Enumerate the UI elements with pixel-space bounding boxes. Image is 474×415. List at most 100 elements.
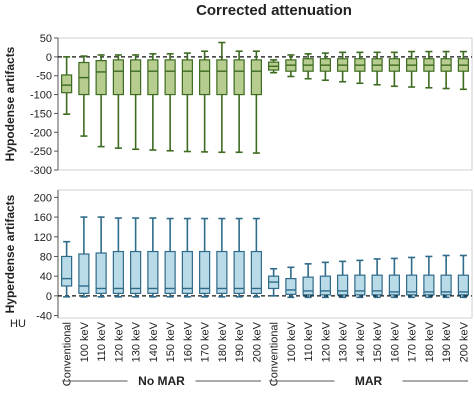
box-1-5: [354, 51, 366, 85]
box-iqr: [164, 250, 176, 294]
box-0-6: [164, 53, 176, 152]
y-tick-label: -300: [30, 165, 52, 177]
category-label: 110 keV: [96, 321, 108, 361]
box-1-11: [457, 50, 469, 91]
category-label: Conventional: [269, 322, 281, 386]
y-tick-label: 0: [46, 291, 52, 303]
box-0-1: [78, 216, 90, 298]
category-label: 180 keV: [424, 321, 436, 362]
box-iqr: [164, 59, 176, 96]
box-0-9: [216, 41, 228, 154]
box-0-8: [199, 50, 211, 153]
category-label: 190 keV: [441, 321, 453, 362]
category-label: 140 keV: [355, 321, 367, 362]
plot-frame: [57, 37, 473, 171]
box-iqr: [285, 278, 297, 295]
group-labels: No MAR MAR: [62, 374, 468, 388]
y-axis-label: Hyperdense artifacts: [3, 194, 17, 313]
category-labels: Conventional 100 keV 110 keV 120 keV 130 keV…: [62, 321, 471, 386]
box-iqr: [354, 274, 366, 296]
box-1-5: [354, 259, 366, 299]
box-0-9: [216, 217, 228, 298]
box-0-10: [233, 50, 245, 154]
box-0-11: [250, 217, 262, 298]
category-label: 200 keV: [458, 321, 470, 362]
box-0-0: [61, 56, 73, 115]
y-tick-label: 50: [40, 33, 52, 45]
box-iqr: [147, 250, 159, 294]
box-0-3: [112, 217, 124, 298]
box-0-7: [181, 217, 193, 298]
box-1-6: [371, 258, 383, 299]
box-iqr: [440, 274, 452, 296]
group-label: MAR: [355, 374, 383, 388]
y-tick-label: 200: [34, 192, 52, 204]
y-axis-label: Hypodense artifacts: [3, 46, 17, 161]
box-iqr: [112, 250, 124, 294]
box-0-2: [95, 216, 107, 298]
y-tick-label: 80: [40, 251, 52, 263]
box-1-0: [268, 59, 280, 74]
box-iqr: [130, 250, 142, 294]
box-iqr: [78, 253, 90, 294]
box-0-10: [233, 217, 245, 298]
category-label: 160 keV: [389, 321, 401, 362]
y-tick-label: -150: [30, 108, 52, 120]
box-0-8: [199, 217, 211, 298]
box-0-6: [164, 217, 176, 298]
box-iqr: [337, 274, 349, 296]
box-1-1: [285, 54, 297, 78]
box-1-10: [440, 254, 452, 299]
box-iqr: [95, 60, 107, 96]
box-iqr: [78, 61, 90, 96]
box-1-11: [457, 254, 469, 299]
box-0-2: [95, 54, 107, 148]
category-label: 150 keV: [372, 321, 384, 362]
category-label: 120 keV: [113, 321, 125, 362]
box-1-3: [319, 52, 331, 82]
hyperdense-panel: 200 160 120 80 40 0 -40 Hyperdense artifacts: [3, 189, 473, 323]
box-iqr: [61, 74, 73, 94]
box-0-4: [130, 217, 142, 298]
category-label: 160 keV: [182, 321, 194, 362]
category-label: Conventional: [62, 322, 74, 386]
y-tick-label: -200: [30, 127, 52, 139]
category-label: 100 keV: [286, 321, 298, 362]
box-0-11: [250, 50, 262, 154]
group-label: No MAR: [138, 374, 185, 388]
box-1-7: [388, 257, 400, 299]
box-iqr: [216, 250, 228, 294]
category-label: 140 keV: [148, 321, 160, 362]
box-iqr: [250, 250, 262, 294]
y-tick-label: -50: [36, 71, 52, 83]
category-label: 120 keV: [320, 321, 332, 362]
box-iqr: [112, 59, 124, 96]
box-0-5: [147, 217, 159, 298]
category-label: 130 keV: [131, 321, 143, 362]
box-iqr: [319, 275, 331, 296]
y-tick-label: -40: [36, 311, 52, 323]
box-iqr: [216, 59, 228, 96]
box-0-1: [78, 55, 90, 137]
box-iqr: [95, 252, 107, 294]
y-tick-label: -100: [30, 90, 52, 102]
box-1-4: [337, 51, 349, 83]
category-label: 100 keV: [79, 321, 91, 362]
box-iqr: [233, 59, 245, 96]
box-iqr: [423, 274, 435, 296]
box-1-2: [302, 263, 314, 299]
box-iqr: [302, 276, 314, 296]
box-iqr: [371, 274, 383, 296]
category-label: 110 keV: [303, 321, 315, 361]
box-1-6: [371, 51, 383, 86]
box-1-3: [319, 261, 331, 299]
box-iqr: [147, 59, 159, 96]
category-label: 150 keV: [165, 321, 177, 362]
box-1-7: [388, 51, 400, 88]
y-tick-label: 160: [34, 212, 52, 224]
box-1-0: [268, 267, 280, 297]
box-iqr: [457, 274, 469, 296]
box-1-9: [423, 255, 435, 299]
box-1-2: [302, 53, 314, 80]
